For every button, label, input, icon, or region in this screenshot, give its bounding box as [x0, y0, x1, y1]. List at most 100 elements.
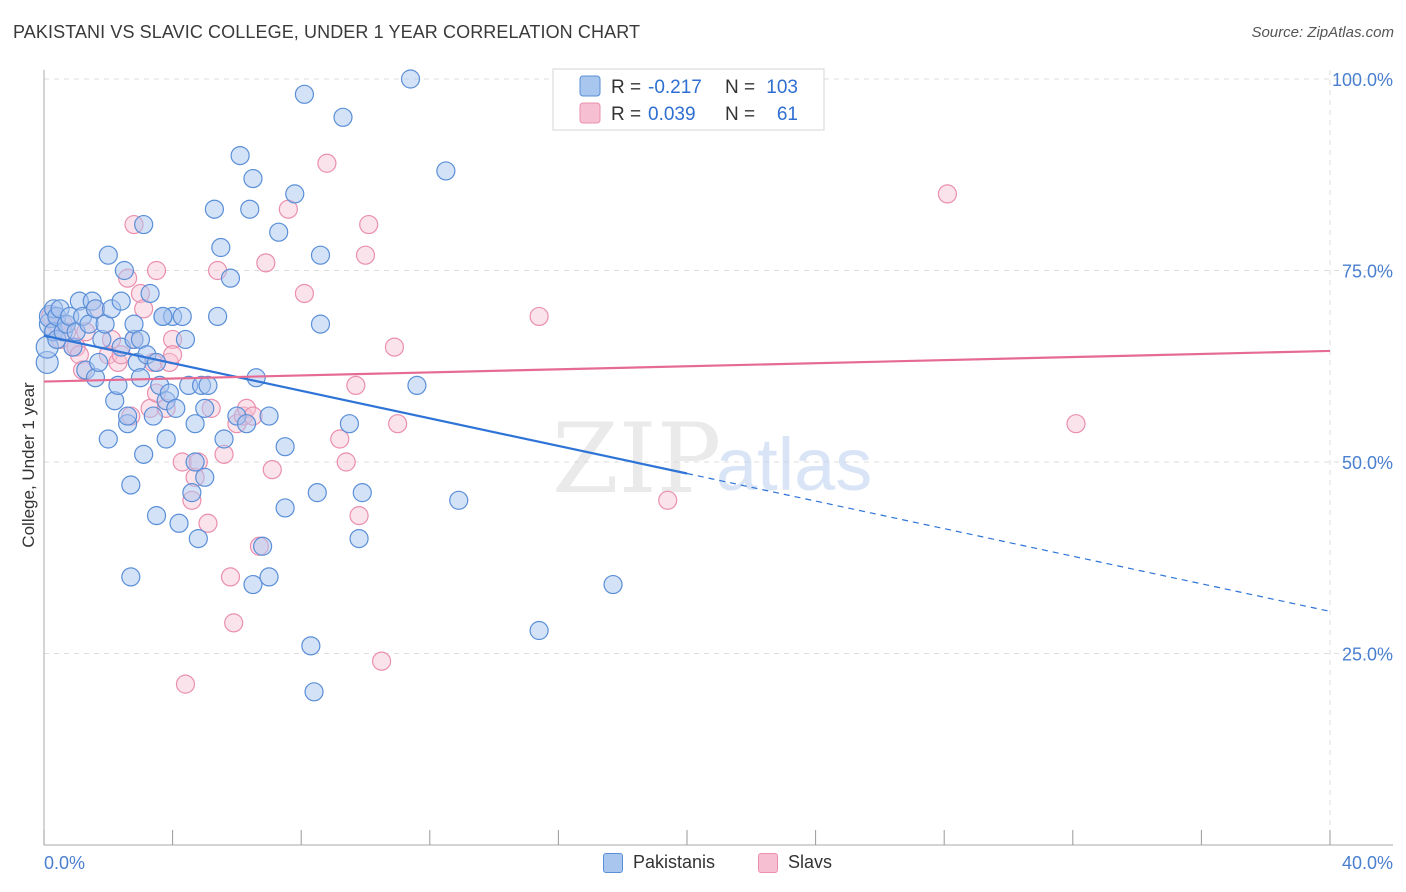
- pakistanis-point: [146, 506, 167, 526]
- pakistanis-point: [134, 444, 154, 464]
- pakistanis-point: [285, 184, 305, 204]
- pakistanis-point: [333, 107, 353, 127]
- watermark-atlas: atlas: [716, 423, 872, 506]
- slavs-point: [175, 674, 196, 694]
- pakistanis-point: [198, 375, 218, 395]
- pakistanis-point: [140, 283, 160, 304]
- pakistanis-point: [236, 414, 257, 434]
- slavs-point: [256, 253, 276, 273]
- pakistanis-point: [307, 483, 327, 503]
- pakistanis-point: [182, 483, 202, 503]
- watermark: ZIP atlas: [552, 403, 872, 515]
- slavs-point: [658, 490, 678, 510]
- legend-r-value-2: 0.039: [648, 104, 696, 125]
- slavs-point: [346, 375, 366, 395]
- bottom-legend-label-slavs: Slavs: [788, 852, 833, 872]
- pakistanis-point: [117, 406, 138, 426]
- pakistanis-point: [275, 498, 295, 518]
- y-tick-label: 75.0%: [1342, 262, 1393, 282]
- pakistanis-point: [208, 306, 228, 327]
- legend-r-label-2: R =: [611, 104, 641, 125]
- pakistanis-point: [172, 306, 192, 327]
- watermark-zip: ZIP: [552, 403, 721, 515]
- pakistanis-point: [407, 375, 427, 395]
- pakistanis-point: [304, 682, 324, 702]
- pakistanis-point: [195, 398, 215, 418]
- slavs-point: [388, 414, 408, 434]
- slavs-point: [349, 506, 369, 526]
- legend-swatch-slavs: [579, 102, 601, 124]
- slavs-point: [198, 513, 218, 533]
- pakistanis-point: [603, 574, 623, 595]
- slavs-point: [146, 260, 167, 281]
- pakistanis-point: [185, 452, 205, 472]
- pakistanis-point: [153, 306, 173, 327]
- pakistanis-swatch-icon: [603, 852, 623, 873]
- pakistanis-point: [243, 168, 263, 189]
- pakistanis-point: [352, 483, 372, 503]
- x-tick-label-max: 40.0%: [1342, 853, 1393, 873]
- bottom-legend-item-pakistanis[interactable]: Pakistanis: [603, 852, 715, 873]
- tick-labels: 100.0% 75.0% 50.0% 25.0% 0.0% 40.0%: [44, 70, 1393, 873]
- pakistanis-trend-extension: [686, 472, 1331, 612]
- pakistanis-point: [301, 636, 321, 656]
- slavs-point: [224, 613, 244, 633]
- pakistanis-point: [400, 69, 421, 89]
- slavs-point: [220, 567, 241, 587]
- pakistanis-point: [185, 414, 205, 434]
- pakistanis-point: [529, 620, 549, 641]
- legend-n-value-1: 103: [766, 77, 798, 98]
- slavs-point: [359, 214, 379, 235]
- pakistanis-point: [121, 567, 141, 587]
- pakistanis-point: [175, 329, 196, 350]
- source-label: Source: ZipAtlas.com: [1251, 24, 1394, 41]
- pakistanis-point: [220, 268, 241, 288]
- bottom-legend: Pakistanis Slavs: [0, 852, 1406, 878]
- slavs-point: [384, 337, 405, 357]
- pakistanis-point: [114, 260, 134, 281]
- x-tick-label-min: 0.0%: [44, 853, 85, 873]
- trend-lines: [43, 334, 1331, 612]
- bottom-legend-label-pakistanis: Pakistanis: [633, 852, 716, 872]
- pakistanis-point: [98, 245, 118, 265]
- pakistanis-point: [195, 467, 215, 487]
- slavs-point: [330, 429, 350, 449]
- legend-box: R = -0.217 N = 103 R = 0.039 N = 61: [552, 68, 825, 131]
- y-tick-label: 50.0%: [1342, 453, 1393, 473]
- legend-n-label-1: N =: [725, 77, 755, 98]
- pakistanis-point: [89, 352, 109, 373]
- bottom-legend-item-slavs[interactable]: Slavs: [758, 852, 832, 873]
- pakistanis-point: [349, 528, 369, 549]
- series-pakistanis-points: [35, 69, 623, 702]
- pakistanis-point: [243, 574, 263, 595]
- pakistanis-point: [310, 314, 331, 334]
- pakistanis-point: [146, 352, 167, 373]
- pakistanis-point: [85, 299, 106, 319]
- pakistanis-trend-line: [43, 334, 688, 475]
- y-tick-label: 25.0%: [1342, 645, 1393, 665]
- slavs-point: [262, 460, 282, 480]
- pakistanis-point: [121, 475, 141, 495]
- y-tick-label: 100.0%: [1332, 70, 1393, 90]
- legend-r-label-1: R =: [611, 77, 641, 98]
- pakistanis-point: [166, 398, 186, 418]
- pakistanis-point: [211, 237, 231, 258]
- slavs-trend-line: [43, 349, 1331, 383]
- pakistanis-point: [294, 84, 315, 104]
- slavs-point: [355, 245, 376, 265]
- slavs-point: [371, 651, 392, 671]
- pakistanis-point: [230, 146, 250, 166]
- legend-n-label-2: N =: [725, 104, 755, 125]
- pakistanis-point: [259, 567, 279, 587]
- slavs-point: [1066, 414, 1086, 434]
- slavs-point: [529, 306, 549, 327]
- pakistanis-point: [156, 429, 176, 449]
- pakistanis-point: [169, 513, 189, 533]
- slavs-point: [336, 452, 356, 472]
- slavs-swatch-icon: [758, 852, 778, 873]
- pakistanis-point: [436, 161, 456, 181]
- slavs-point: [317, 153, 337, 173]
- legend-swatch-pakistanis: [579, 75, 601, 97]
- pakistanis-point: [240, 199, 260, 219]
